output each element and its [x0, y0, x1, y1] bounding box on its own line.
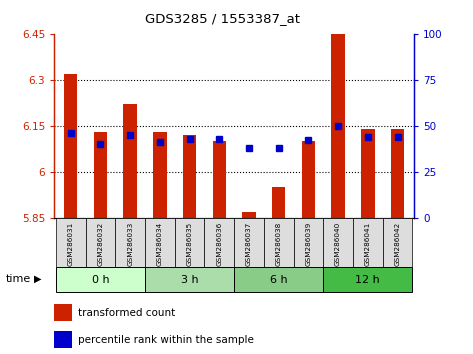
Bar	[264, 218, 294, 267]
Text: GSM286032: GSM286032	[97, 222, 104, 266]
Bar	[234, 218, 264, 267]
Bar	[234, 267, 323, 292]
Bar	[145, 218, 175, 267]
Bar	[323, 218, 353, 267]
Text: GSM286037: GSM286037	[246, 222, 252, 266]
Bar	[212, 141, 226, 218]
Bar	[64, 74, 78, 218]
Bar	[54, 304, 72, 321]
Bar	[204, 218, 234, 267]
Bar	[242, 212, 256, 218]
Text: time: time	[6, 274, 31, 284]
Bar	[86, 218, 115, 267]
Text: GSM286036: GSM286036	[216, 222, 222, 266]
Text: 3 h: 3 h	[181, 275, 198, 285]
Bar	[383, 218, 412, 267]
Text: GSM286033: GSM286033	[127, 222, 133, 266]
Text: GSM286034: GSM286034	[157, 222, 163, 266]
Bar	[115, 218, 145, 267]
Text: GSM286035: GSM286035	[186, 222, 193, 266]
Text: ▶: ▶	[34, 274, 42, 284]
Text: transformed count: transformed count	[78, 308, 175, 318]
Text: 6 h: 6 h	[270, 275, 288, 285]
Text: GSM286040: GSM286040	[335, 222, 341, 266]
Text: 12 h: 12 h	[355, 275, 380, 285]
Bar	[153, 132, 166, 218]
Bar	[391, 129, 404, 218]
Bar	[353, 218, 383, 267]
Text: GSM286039: GSM286039	[306, 222, 311, 266]
Bar	[361, 129, 375, 218]
Bar	[332, 34, 345, 218]
Bar	[323, 267, 412, 292]
Bar	[145, 267, 234, 292]
Text: 0 h: 0 h	[92, 275, 109, 285]
Bar	[54, 331, 72, 348]
Bar	[272, 187, 285, 218]
Text: percentile rank within the sample: percentile rank within the sample	[78, 335, 254, 345]
Text: GSM286038: GSM286038	[276, 222, 282, 266]
Bar	[183, 135, 196, 218]
Bar	[94, 132, 107, 218]
Text: GSM286042: GSM286042	[394, 222, 401, 266]
Bar	[56, 218, 86, 267]
Bar	[56, 267, 145, 292]
Bar	[294, 218, 323, 267]
Text: GSM286031: GSM286031	[68, 222, 74, 266]
Text: GDS3285 / 1553387_at: GDS3285 / 1553387_at	[145, 12, 300, 25]
Bar	[302, 141, 315, 218]
Bar	[123, 104, 137, 218]
Bar	[175, 218, 204, 267]
Text: GSM286041: GSM286041	[365, 222, 371, 266]
